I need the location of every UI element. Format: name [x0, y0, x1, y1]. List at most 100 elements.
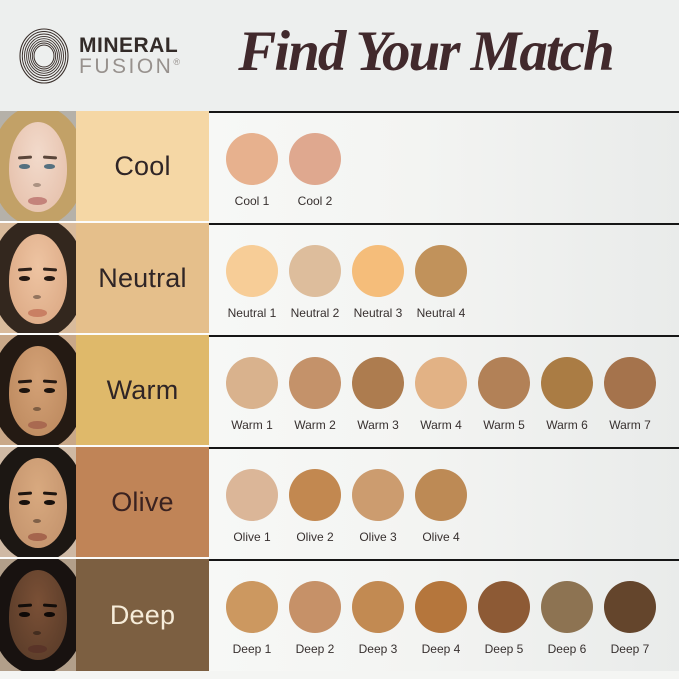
shade-swatch: Deep 5: [478, 581, 530, 656]
shade-category-neutral: Neutral: [76, 223, 209, 335]
swatch-dot: [352, 581, 404, 633]
swatch-dot: [541, 357, 593, 409]
swatch-label: Warm 2: [294, 418, 336, 432]
right-eye: [44, 500, 55, 505]
model-photo-warm: [0, 335, 76, 447]
shade-swatch: Olive 2: [289, 469, 341, 544]
lips-shape: [28, 309, 47, 317]
swatch-dot: [226, 245, 278, 297]
shade-category-label: Neutral: [98, 262, 187, 293]
nose-shadow: [33, 631, 41, 635]
swatch-label: Deep 6: [547, 642, 587, 656]
swatch-dot: [352, 469, 404, 521]
left-eye: [19, 500, 30, 505]
swatch-dot: [289, 469, 341, 521]
right-eye: [44, 612, 55, 617]
swatch-label: Deep 7: [610, 642, 650, 656]
shade-swatch: Warm 1: [226, 357, 278, 432]
shade-swatch: Warm 4: [415, 357, 467, 432]
swatch-label: Deep 1: [232, 642, 272, 656]
shade-category-warm: Warm: [76, 335, 209, 447]
swatch-dot: [415, 357, 467, 409]
logo-line1: MINERAL: [79, 33, 179, 57]
shade-swatch: Deep 1: [226, 581, 278, 656]
swatch-dot: [226, 357, 278, 409]
swatch-label: Warm 1: [231, 418, 273, 432]
lips-shape: [28, 645, 47, 653]
logo-wordmark: MINERAL FUSION®: [79, 35, 180, 77]
swatch-dot: [289, 245, 341, 297]
swatch-dot: [604, 581, 656, 633]
registered-mark: ®: [173, 56, 180, 67]
shade-category-label: Olive: [111, 486, 174, 517]
swatch-label: Warm 5: [483, 418, 525, 432]
swatch-dot: [289, 133, 341, 185]
swatch-dot: [415, 469, 467, 521]
swatch-dot: [352, 357, 404, 409]
model-photo-cool: [0, 111, 76, 223]
shade-swatch: Olive 1: [226, 469, 278, 544]
swatch-label: Cool 1: [234, 194, 270, 208]
shade-swatch: Neutral 4: [415, 245, 467, 320]
swatch-dot: [352, 245, 404, 297]
model-photo-neutral: [0, 223, 76, 335]
swatch-dot: [415, 581, 467, 633]
shade-category-label: Deep: [109, 599, 176, 630]
swatch-label: Warm 4: [420, 418, 462, 432]
shade-swatch: Warm 7: [604, 357, 656, 432]
swatch-label: Neutral 3: [353, 306, 403, 320]
swatch-label: Cool 2: [297, 194, 333, 208]
shade-swatch: Cool 2: [289, 133, 341, 208]
lips-shape: [28, 421, 47, 429]
swatch-panel-warm: Warm 1 Warm 2 Warm 3 Warm 4 Warm 5 Warm 6 Warm…: [209, 335, 679, 447]
shade-swatch: Warm 2: [289, 357, 341, 432]
nose-shadow: [33, 183, 41, 187]
shade-swatch: Deep 7: [604, 581, 656, 656]
swatch-label: Warm 6: [546, 418, 588, 432]
shade-row-neutral: Neutral Neutral 1 Neutral 2 Neutral 3 Neutra…: [0, 223, 679, 335]
swatch-dot: [289, 581, 341, 633]
shade-row-deep: Deep Deep 1 Deep 2 Deep 3 Deep 4 Deep 5 Deep 6…: [0, 559, 679, 671]
right-eye: [44, 276, 55, 281]
logo-line2: FUSION®: [79, 54, 180, 78]
shade-category-olive: Olive: [76, 447, 209, 559]
shade-swatch: Olive 4: [415, 469, 467, 544]
shade-swatch: Olive 3: [352, 469, 404, 544]
lips-shape: [28, 533, 47, 541]
page-title: Find Your Match: [238, 20, 614, 83]
swatch-label: Neutral 4: [416, 306, 466, 320]
shade-swatch: Warm 3: [352, 357, 404, 432]
shade-category-deep: Deep: [76, 559, 209, 671]
swatch-label: Olive 2: [296, 530, 334, 544]
shade-category-cool: Cool: [76, 111, 209, 223]
mineral-fusion-logo: MINERAL FUSION®: [16, 26, 180, 86]
shade-swatch: Deep 6: [541, 581, 593, 656]
concentric-rings-icon: [19, 27, 69, 84]
swatch-label: Deep 5: [484, 642, 524, 656]
shade-swatch: Deep 2: [289, 581, 341, 656]
swatch-dot: [478, 357, 530, 409]
swatch-label: Olive 3: [359, 530, 397, 544]
shade-rows: Cool Cool 1 Cool 2 Neutral Neutral 1 Neutral …: [0, 111, 679, 671]
shade-category-label: Cool: [114, 150, 171, 181]
swatch-label: Neutral 1: [227, 306, 277, 320]
left-eye: [19, 164, 30, 169]
swatch-dot: [226, 133, 278, 185]
swatch-dot: [415, 245, 467, 297]
shade-swatch: Neutral 1: [226, 245, 278, 320]
nose-shadow: [33, 295, 41, 299]
swatch-dot: [226, 469, 278, 521]
swatch-label: Warm 7: [609, 418, 651, 432]
swatch-label: Neutral 2: [290, 306, 340, 320]
swatch-label: Deep 2: [295, 642, 335, 656]
shade-swatch: Neutral 3: [352, 245, 404, 320]
shade-row-olive: Olive Olive 1 Olive 2 Olive 3 Olive 4: [0, 447, 679, 559]
right-eye: [44, 388, 55, 393]
swatch-panel-neutral: Neutral 1 Neutral 2 Neutral 3 Neutral 4: [209, 223, 679, 335]
swatch-panel-deep: Deep 1 Deep 2 Deep 3 Deep 4 Deep 5 Deep 6 Deep…: [209, 559, 679, 671]
swatch-label: Olive 1: [233, 530, 271, 544]
right-eye: [44, 164, 55, 169]
swatch-dot: [226, 581, 278, 633]
shade-swatch: Neutral 2: [289, 245, 341, 320]
